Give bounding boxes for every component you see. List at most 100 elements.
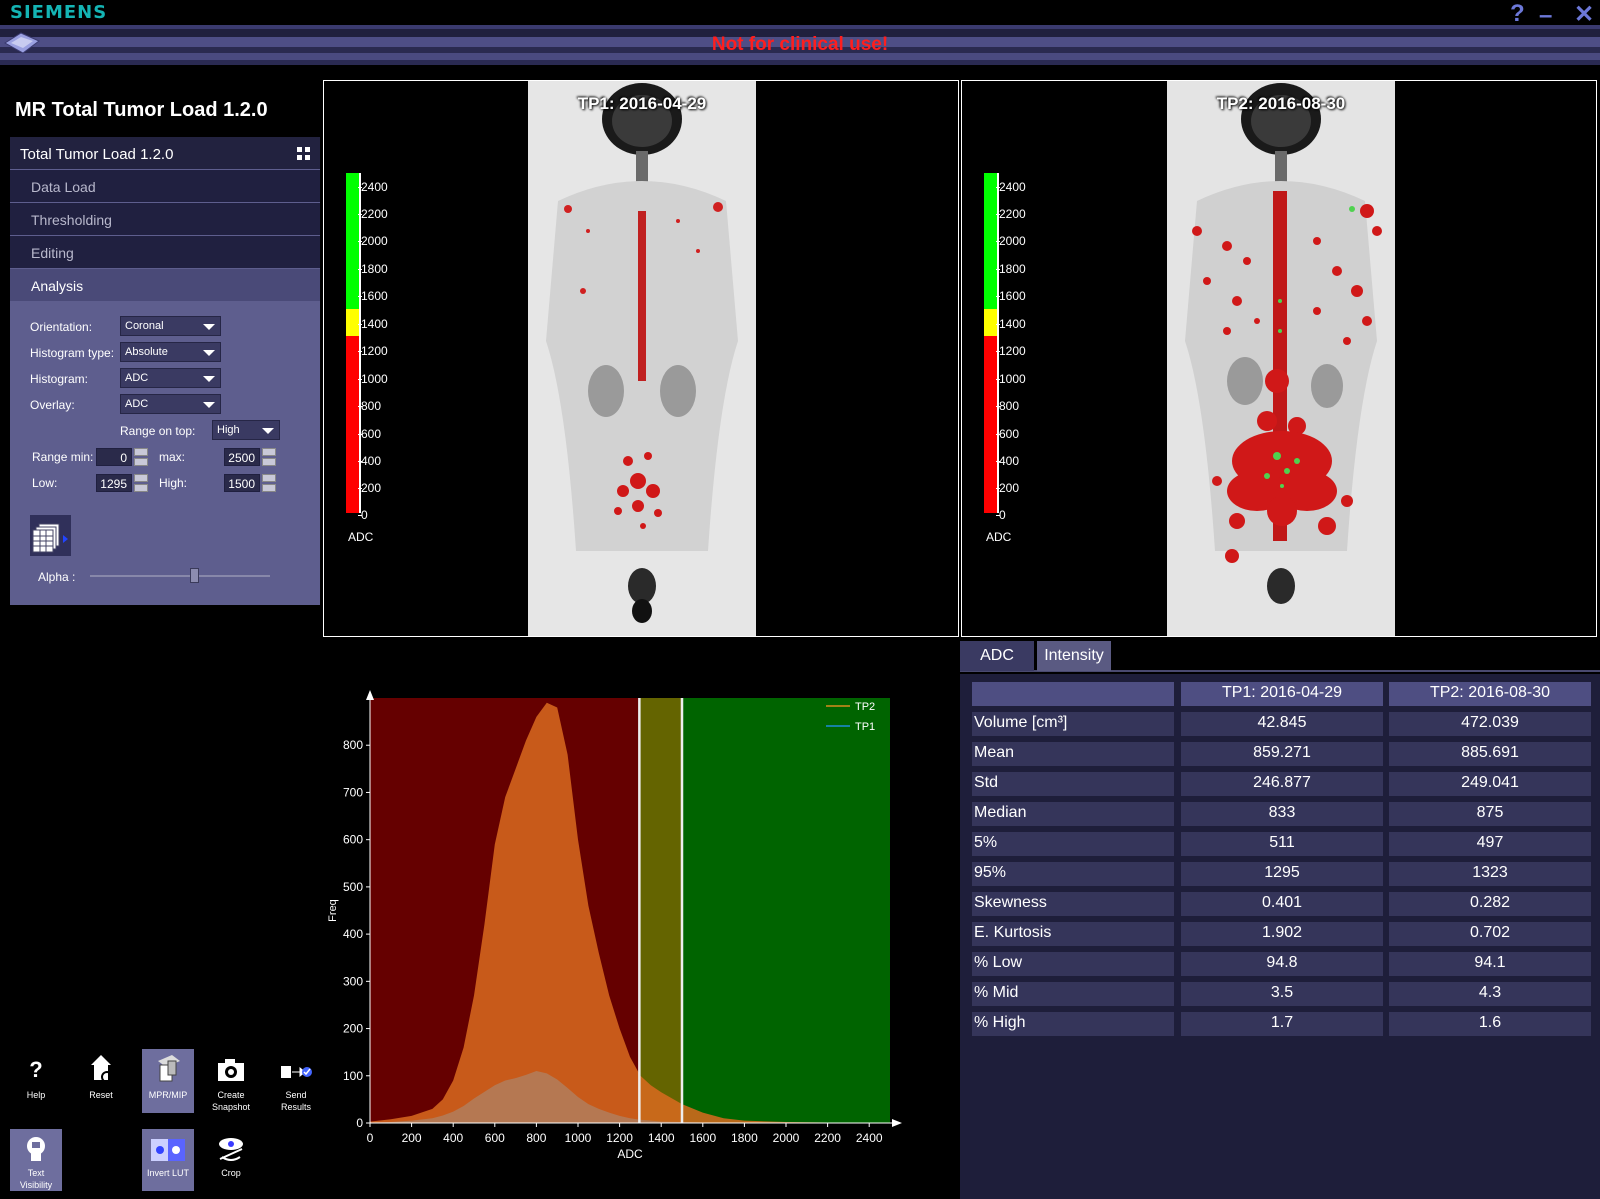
create-snapshot-label-line2: Snapshot [211, 1102, 251, 1112]
x-tick-label: 2000 [773, 1131, 800, 1145]
y-axis-arrow-icon [366, 690, 374, 700]
orientation-value: Coronal [125, 320, 164, 332]
table-header-cell: TP2: 2016-08-30 [1389, 682, 1591, 706]
colorbar-tick: 600 [995, 427, 1020, 441]
brand-logo: SIEMENS [10, 2, 108, 23]
stats-tabstrip: ADC Intensity [960, 640, 1600, 672]
step-thresholding[interactable]: Thresholding [10, 203, 320, 236]
stat-value-cell: 0.282 [1389, 892, 1591, 916]
stat-value-cell: 875 [1389, 802, 1591, 826]
tab-adc[interactable]: ADC [960, 641, 1034, 671]
range-min-stepper[interactable] [134, 448, 148, 466]
stat-value-cell: 4.3 [1389, 982, 1591, 1006]
high-label: High: [159, 476, 188, 490]
viewport-tp2-title: TP2: 2016-08-30 [1216, 94, 1346, 113]
mpr-mip-button[interactable]: MPR/MIP [142, 1049, 194, 1113]
legend-label-tp2: TP2 [855, 701, 875, 713]
threshold-band [682, 698, 890, 1123]
colorbar-tick: 1800 [358, 262, 388, 276]
low-threshold-field[interactable]: 1295 [96, 474, 132, 492]
x-tick-label: 0 [367, 1131, 374, 1145]
x-tick-label: 1400 [648, 1131, 675, 1145]
stat-value-cell: 42.845 [1181, 712, 1383, 736]
reset-button[interactable]: Reset [75, 1049, 127, 1113]
adc-histogram-chart[interactable]: 0 200 400 600 800 1000 1200 1400 1600 1800 2000 220… [320, 690, 920, 1190]
step-data-load[interactable]: Data Load [10, 170, 320, 203]
chevron-down-icon [203, 402, 215, 408]
mpr-mip-icon [142, 1049, 194, 1083]
colorbar-tick: 200 [357, 481, 382, 495]
stat-value-cell: 3.5 [1181, 982, 1383, 1006]
histogram-dropdown[interactable]: ADC [120, 368, 221, 388]
stat-value-cell: 1.7 [1181, 1012, 1383, 1036]
mip-image-tp1 [528, 81, 756, 636]
viewport-tp1[interactable]: TP1: 2016-04-29 2400 2200 2000 1800 1600… [323, 80, 959, 637]
colorbar-tick: 1000 [358, 372, 388, 386]
not-for-clinical-use-warning: Not for clinical use! [711, 34, 889, 55]
legend-label-tp1: TP1 [855, 721, 875, 733]
colorbar-tick: 1600 [358, 289, 388, 303]
colorbar-tick: 400 [357, 454, 382, 468]
colorbar-tick: 1000 [996, 372, 1026, 386]
range-max-field[interactable]: 2500 [224, 448, 260, 466]
range-on-top-dropdown[interactable]: High [212, 420, 280, 440]
stat-label-cell: E. Kurtosis [972, 922, 1174, 946]
viewport-tp2[interactable]: TP2: 2016-08-30 2400 2200 2000 1800 1600… [961, 80, 1597, 637]
range-on-top-label: Range on top: [120, 424, 196, 438]
stat-label-cell: Skewness [972, 892, 1174, 916]
range-max-stepper[interactable] [262, 448, 276, 466]
colorbar-tick: 600 [357, 427, 382, 441]
y-axis-label: Freq [327, 899, 339, 922]
workflow-header-label: Total Tumor Load 1.2.0 [20, 146, 174, 163]
tab-intensity[interactable]: Intensity [1037, 641, 1111, 671]
low-threshold-stepper[interactable] [134, 474, 148, 492]
alpha-slider-track[interactable] [90, 575, 270, 577]
create-snapshot-label: Create Snapshot [205, 1089, 257, 1113]
help-button[interactable]: ? Help [10, 1049, 62, 1113]
analysis-controls: Orientation: Coronal Histogram type: Abs… [10, 302, 320, 602]
range-min-field[interactable]: 0 [96, 448, 132, 466]
overlay-dropdown[interactable]: ADC [120, 394, 221, 414]
stat-label-cell: 5% [972, 832, 1174, 856]
adc-colorbar-tp1 [346, 173, 361, 513]
high-threshold-field[interactable]: 1500 [224, 474, 260, 492]
high-threshold-stepper[interactable] [262, 474, 276, 492]
minimize-icon[interactable]: – [1539, 2, 1553, 29]
layout-grid-icon[interactable] [297, 147, 310, 160]
stat-value-cell: 94.1 [1389, 952, 1591, 976]
x-tick-label: 800 [526, 1131, 546, 1145]
alpha-slider-handle[interactable] [190, 568, 200, 583]
histogram-type-dropdown[interactable]: Absolute [120, 342, 221, 362]
batch-report-button[interactable] [30, 515, 71, 556]
workflow-panel: Total Tumor Load 1.2.0 Data Load Thresho… [10, 137, 320, 605]
stat-label-cell: 95% [972, 862, 1174, 886]
close-icon[interactable]: ✕ [1574, 1, 1595, 28]
orientation-dropdown[interactable]: Coronal [120, 316, 221, 336]
stat-label-cell: % Low [972, 952, 1174, 976]
x-tick-label: 1600 [689, 1131, 716, 1145]
create-snapshot-button[interactable]: Create Snapshot [205, 1049, 257, 1113]
x-tick-label: 1000 [565, 1131, 592, 1145]
x-tick-label: 1200 [606, 1131, 633, 1145]
histogram-value: ADC [125, 372, 149, 384]
camera-icon [205, 1049, 257, 1083]
send-results-button[interactable]: Send Results [270, 1049, 322, 1113]
adc-colorbar-tp2 [984, 173, 999, 513]
histogram-type-label: Histogram type: [30, 346, 115, 360]
y-tick-label: 100 [343, 1069, 363, 1083]
crop-label: Crop [221, 1168, 241, 1178]
step-analysis[interactable]: Analysis [10, 269, 320, 302]
help-icon[interactable]: ? [1510, 0, 1525, 27]
crop-eye-icon [205, 1129, 257, 1163]
colorbar-tick: 1400 [358, 317, 388, 331]
step-editing[interactable]: Editing [10, 236, 320, 269]
text-visibility-button[interactable]: Text Visibility [10, 1129, 62, 1191]
chevron-down-icon [203, 350, 215, 356]
chevron-down-icon [262, 428, 274, 434]
help-button-label: Help [26, 1090, 46, 1100]
chevron-down-icon [203, 376, 215, 382]
colorbar-tick: 1600 [996, 289, 1026, 303]
invert-lut-button[interactable]: Invert LUT [142, 1129, 194, 1191]
crop-button[interactable]: Crop [205, 1129, 257, 1191]
table-header-empty [972, 682, 1174, 706]
